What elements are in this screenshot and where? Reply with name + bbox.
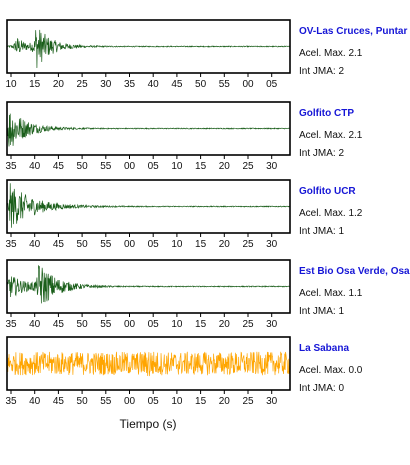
x-tick-label: 50 xyxy=(195,79,207,90)
waveform-trace xyxy=(6,351,291,377)
waveform-trace xyxy=(6,113,291,147)
station-name: La Sabana xyxy=(299,343,349,354)
x-tick-label: 30 xyxy=(266,319,278,330)
x-tick-label: 55 xyxy=(100,239,112,250)
x-tick-label: 05 xyxy=(148,239,160,250)
jma-intensity: Int JMA: 2 xyxy=(299,66,344,77)
peak-acceleration: Acel. Max. 0.0 xyxy=(299,365,363,376)
x-tick-label: 15 xyxy=(195,161,207,172)
jma-intensity: Int JMA: 1 xyxy=(299,306,344,317)
x-tick-label: 10 xyxy=(171,396,183,407)
x-tick-label: 20 xyxy=(219,396,231,407)
x-tick-label: 30 xyxy=(100,79,112,90)
x-tick-label: 30 xyxy=(266,396,278,407)
x-tick-label: 25 xyxy=(242,161,254,172)
x-tick-label: 45 xyxy=(53,239,65,250)
x-tick-label: 55 xyxy=(100,396,112,407)
panel-frame xyxy=(6,259,291,314)
x-tick-label: 00 xyxy=(124,396,136,407)
x-tick-label: 15 xyxy=(195,239,207,250)
x-tick-label: 25 xyxy=(77,79,89,90)
x-tick-label: 30 xyxy=(266,239,278,250)
x-tick-label: 20 xyxy=(219,161,231,172)
station-name: Est Bio Osa Verde, Osa xyxy=(299,266,410,277)
panel-frame xyxy=(6,179,291,234)
x-tick-label: 40 xyxy=(148,79,160,90)
x-axis-label: Tiempo (s) xyxy=(120,417,177,431)
x-tick-label: 20 xyxy=(219,239,231,250)
x-tick-label: 45 xyxy=(53,396,65,407)
x-tick-label: 10 xyxy=(5,79,17,90)
x-tick-label: 35 xyxy=(5,319,17,330)
panel-frame xyxy=(6,101,291,156)
x-tick-label: 35 xyxy=(5,161,17,172)
x-tick-label: 20 xyxy=(219,319,231,330)
panel-frame xyxy=(6,336,291,391)
x-tick-label: 35 xyxy=(5,239,17,250)
panel-3: 35 40 45 50 55 00 05 10 15 20 25 30 Golfito UCR Acel.… xyxy=(5,179,363,250)
x-tick-label: 50 xyxy=(77,319,89,330)
x-tick-label: 55 xyxy=(219,79,231,90)
peak-acceleration: Acel. Max. 2.1 xyxy=(299,48,363,59)
x-tick-label: 35 xyxy=(124,79,136,90)
x-tick-label: 00 xyxy=(124,239,136,250)
panel-1: 10 15 20 25 30 35 40 45 50 55 00 05 OV-Las Cruces, P… xyxy=(5,19,407,90)
jma-intensity: Int JMA: 2 xyxy=(299,148,344,159)
x-tick-label: 50 xyxy=(77,161,89,172)
x-tick-label: 05 xyxy=(148,319,160,330)
x-tick-label: 40 xyxy=(29,396,41,407)
waveform-trace xyxy=(6,265,291,304)
x-tick-label: 20 xyxy=(53,79,65,90)
x-tick-label: 25 xyxy=(242,239,254,250)
x-tick-label: 25 xyxy=(242,319,254,330)
panel-frame xyxy=(6,19,291,74)
peak-acceleration: Acel. Max. 1.1 xyxy=(299,288,363,299)
x-tick-label: 00 xyxy=(242,79,254,90)
panel-4: 35 40 45 50 55 00 05 10 15 20 25 30 Est Bio Osa Verd… xyxy=(5,259,410,330)
x-tick-label: 50 xyxy=(77,239,89,250)
x-tick-label: 25 xyxy=(242,396,254,407)
station-name: Golfito CTP xyxy=(299,108,354,119)
station-name: Golfito UCR xyxy=(299,186,356,197)
jma-intensity: Int JMA: 0 xyxy=(299,383,344,394)
x-tick-label: 15 xyxy=(195,319,207,330)
peak-acceleration: Acel. Max. 2.1 xyxy=(299,130,363,141)
panel-2: 35 40 45 50 55 00 05 10 15 20 25 30 Golfito CTP Acel.… xyxy=(5,101,363,172)
x-tick-label: 55 xyxy=(100,161,112,172)
x-tick-label: 50 xyxy=(77,396,89,407)
x-tick-label: 15 xyxy=(29,79,41,90)
x-tick-label: 45 xyxy=(53,161,65,172)
x-tick-label: 40 xyxy=(29,239,41,250)
panel-5: 35 40 45 50 55 00 05 10 15 20 25 30 La Sabana Acel. M… xyxy=(5,336,363,407)
x-tick-label: 40 xyxy=(29,161,41,172)
x-tick-label: 55 xyxy=(100,319,112,330)
x-tick-label: 05 xyxy=(148,396,160,407)
station-name: OV-Las Cruces, Puntar xyxy=(299,26,407,37)
x-tick-label: 45 xyxy=(171,79,183,90)
waveform-trace xyxy=(6,183,291,228)
x-tick-label: 35 xyxy=(5,396,17,407)
x-tick-label: 10 xyxy=(171,239,183,250)
peak-acceleration: Acel. Max. 1.2 xyxy=(299,208,363,219)
x-tick-label: 10 xyxy=(171,161,183,172)
x-tick-label: 05 xyxy=(148,161,160,172)
x-tick-label: 15 xyxy=(195,396,207,407)
x-tick-label: 30 xyxy=(266,161,278,172)
x-tick-label: 05 xyxy=(266,79,278,90)
x-tick-label: 00 xyxy=(124,161,136,172)
waveform-trace xyxy=(6,29,291,68)
jma-intensity: Int JMA: 1 xyxy=(299,226,344,237)
x-tick-label: 45 xyxy=(53,319,65,330)
x-tick-label: 40 xyxy=(29,319,41,330)
x-tick-label: 10 xyxy=(171,319,183,330)
x-tick-label: 00 xyxy=(124,319,136,330)
